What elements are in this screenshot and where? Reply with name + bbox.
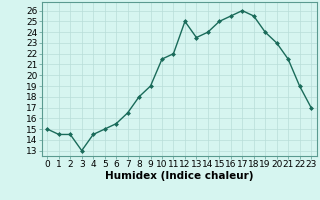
X-axis label: Humidex (Indice chaleur): Humidex (Indice chaleur) (105, 171, 253, 181)
